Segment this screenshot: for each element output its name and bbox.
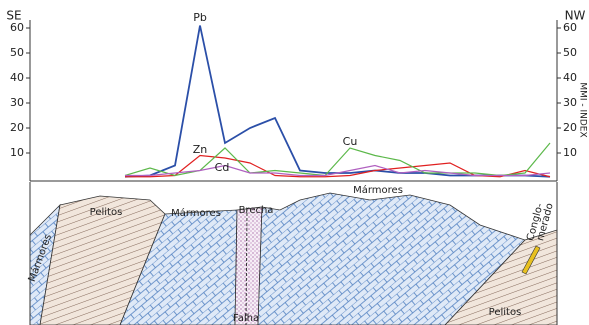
- series-label: Cd: [215, 161, 230, 174]
- annotation: Mármores: [171, 207, 221, 219]
- annotation: Mármores: [353, 184, 403, 196]
- annotation: Pelitos: [90, 207, 123, 218]
- y2-tick-label: 30: [563, 96, 577, 109]
- y2-tick-label: 60: [563, 21, 577, 34]
- y-tick-label: 60: [10, 21, 24, 34]
- y-tick-label: 40: [10, 71, 24, 84]
- annotation: Pelitos: [489, 307, 522, 318]
- chart: 10 20 30 40 50 60 10 20 30 40 50 60 MMI - INDEX Pb Zn C…: [0, 0, 589, 325]
- y-tick-label: 10: [10, 146, 24, 159]
- y2-axis-label: MMI - INDEX: [578, 82, 588, 137]
- annotation: Falha: [233, 313, 259, 324]
- annotation: SE: [6, 9, 21, 23]
- annotation: NW: [565, 9, 586, 23]
- annotation: Brecha: [239, 205, 274, 216]
- y2-tick-label: 40: [563, 71, 577, 84]
- y2-tick-label: 20: [563, 121, 577, 134]
- y-tick-label: 30: [10, 96, 24, 109]
- series-line: [125, 26, 550, 177]
- series-label: Pb: [193, 11, 207, 24]
- y2-tick-label: 50: [563, 46, 577, 59]
- y-tick-label: 50: [10, 46, 24, 59]
- y2-tick-label: 10: [563, 146, 577, 159]
- series-label: Zn: [193, 143, 208, 156]
- geologic-section: [30, 182, 557, 325]
- series-label: Cu: [343, 135, 358, 148]
- y-tick-label: 20: [10, 121, 24, 134]
- series-line: [125, 143, 550, 176]
